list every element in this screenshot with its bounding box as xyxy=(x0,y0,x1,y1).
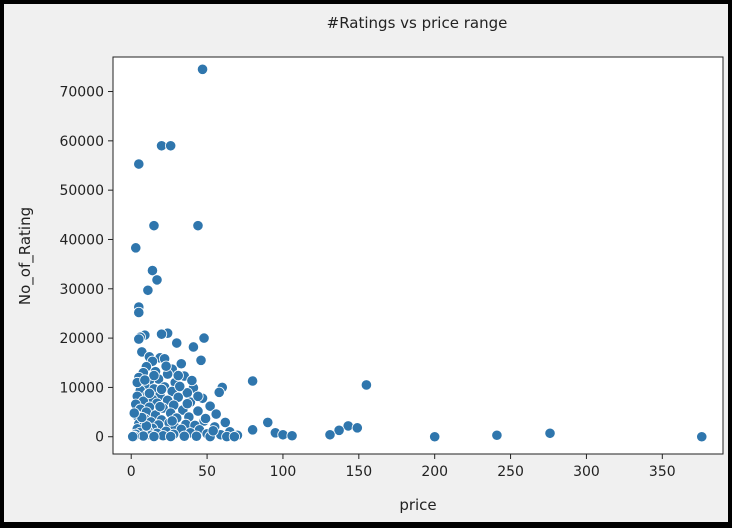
y-axis-label: No_of_Rating xyxy=(16,207,35,305)
data-point xyxy=(178,430,190,442)
data-point xyxy=(491,429,503,441)
data-point xyxy=(165,430,177,443)
data-point xyxy=(192,405,204,417)
data-point xyxy=(143,387,156,399)
data-point xyxy=(190,430,203,442)
y-tick-label: 30000 xyxy=(59,282,104,298)
data-point xyxy=(139,374,151,386)
data-point xyxy=(155,383,168,395)
data-point xyxy=(198,332,210,344)
y-tick-label: 70000 xyxy=(59,85,104,101)
data-point xyxy=(207,425,219,437)
data-point xyxy=(166,415,178,427)
data-point xyxy=(262,416,274,429)
data-point xyxy=(148,430,160,443)
x-tick-label: 100 xyxy=(270,464,297,480)
y-tick-label: 10000 xyxy=(59,380,104,396)
data-point xyxy=(429,431,441,443)
data-point xyxy=(187,341,200,353)
plot-area xyxy=(112,56,724,455)
data-point xyxy=(195,354,207,366)
data-point xyxy=(219,416,231,429)
data-points xyxy=(127,63,708,443)
x-axis: 0 50 100 150 200 250 300 350 xyxy=(127,454,676,480)
data-point xyxy=(696,431,708,443)
data-point xyxy=(154,401,166,413)
data-point xyxy=(133,333,145,345)
x-tick-label: 150 xyxy=(345,464,372,480)
data-point xyxy=(151,274,163,286)
data-point xyxy=(133,306,145,319)
y-tick-label: 60000 xyxy=(59,134,104,150)
data-point xyxy=(160,360,172,372)
data-point xyxy=(133,158,145,170)
data-point xyxy=(204,400,216,412)
data-point xyxy=(171,337,183,349)
data-point xyxy=(544,427,556,439)
data-point xyxy=(146,264,159,277)
x-tick-label: 250 xyxy=(497,464,524,480)
data-point xyxy=(210,408,222,420)
data-point xyxy=(192,390,204,402)
data-point xyxy=(360,379,373,391)
y-tick-label: 40000 xyxy=(59,232,104,248)
data-point xyxy=(172,369,184,382)
data-point xyxy=(181,398,193,410)
y-tick-label: 50000 xyxy=(59,183,104,199)
y-tick-label: 0 xyxy=(95,430,104,446)
x-tick-label: 50 xyxy=(198,464,216,480)
x-tick-label: 0 xyxy=(127,464,136,480)
data-point xyxy=(155,328,168,340)
data-point xyxy=(196,63,209,75)
data-point xyxy=(228,431,240,443)
x-tick-label: 200 xyxy=(421,464,448,480)
data-point xyxy=(175,358,187,370)
data-point xyxy=(148,369,160,382)
y-axis: 0 10000 20000 30000 40000 50000 60000 70000 xyxy=(59,85,113,446)
data-point xyxy=(199,412,212,425)
data-point xyxy=(142,284,154,296)
data-point xyxy=(148,220,160,232)
data-point xyxy=(186,374,198,387)
data-point xyxy=(286,430,298,442)
data-point xyxy=(247,375,259,387)
data-point xyxy=(174,380,186,393)
data-point xyxy=(127,430,139,443)
data-point xyxy=(192,220,204,232)
data-point xyxy=(213,386,225,398)
data-point xyxy=(128,407,140,419)
data-point xyxy=(333,424,345,436)
data-point xyxy=(130,242,142,254)
y-tick-label: 20000 xyxy=(59,331,104,347)
data-point xyxy=(165,140,177,152)
data-point xyxy=(351,422,363,434)
x-tick-label: 300 xyxy=(573,464,600,480)
chart-title: #Ratings vs price range xyxy=(327,14,508,32)
data-point xyxy=(324,429,336,441)
x-axis-label: price xyxy=(399,496,436,514)
x-tick-label: 350 xyxy=(649,464,676,480)
data-point xyxy=(247,424,259,436)
